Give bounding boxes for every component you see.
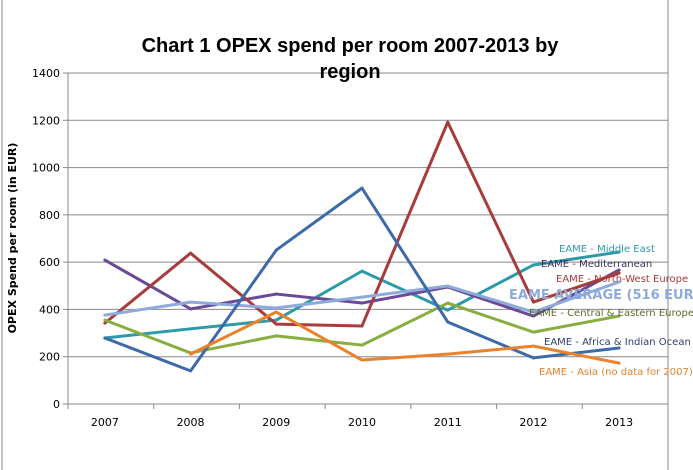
data-point (360, 186, 364, 190)
data-point (189, 307, 193, 311)
data-point (617, 268, 621, 272)
chart-title-line: region (319, 61, 380, 83)
x-tick-label: 2009 (262, 416, 290, 429)
series-line (189, 310, 620, 365)
data-point (189, 327, 193, 331)
data-point (446, 320, 450, 324)
y-tick-label: 800 (39, 209, 60, 222)
data-point (189, 352, 193, 356)
data-point (103, 258, 107, 262)
data-point (617, 271, 621, 275)
data-point (617, 346, 621, 350)
x-tick-label: 2013 (605, 416, 633, 429)
x-tick-label: 2011 (434, 416, 462, 429)
x-tick-label: 2012 (519, 416, 547, 429)
y-tick-label: 1400 (32, 67, 60, 80)
series-label: EAME - Asia (no data for 2007) (539, 367, 693, 378)
data-point (274, 322, 278, 326)
series-label: EAME AVERAGE (516 EUR) (509, 288, 693, 303)
data-point (274, 292, 278, 296)
data-point (103, 318, 107, 322)
data-point (189, 251, 193, 255)
data-point (360, 343, 364, 347)
data-point (360, 358, 364, 362)
data-point (617, 250, 621, 254)
series-label: EAME - Middle East (559, 244, 655, 255)
data-point (446, 352, 450, 356)
series-label: EAME - Central & Eastern Europe (529, 308, 693, 319)
data-point (189, 369, 193, 373)
data-point (446, 284, 450, 288)
data-point (189, 300, 193, 304)
series-label: EAME - Mediterranean (541, 259, 652, 270)
y-tick-label: 400 (39, 303, 60, 316)
data-point (531, 344, 535, 348)
data-point (531, 310, 535, 314)
data-point (531, 356, 535, 360)
data-point (274, 306, 278, 310)
y-tick-label: 600 (39, 256, 60, 269)
data-point (531, 263, 535, 267)
data-point (531, 330, 535, 334)
data-point (531, 314, 535, 318)
data-point (103, 313, 107, 317)
data-point (360, 301, 364, 305)
data-point (446, 308, 450, 312)
data-point (360, 295, 364, 299)
data-point (446, 301, 450, 305)
data-point (531, 300, 535, 304)
data-point (274, 248, 278, 252)
data-point (617, 280, 621, 284)
data-point (617, 361, 621, 365)
chart-title: Chart 1 OPEX spend per room 2007-2013 by… (142, 35, 560, 83)
x-tick-label: 2008 (177, 416, 205, 429)
y-tick-label: 1200 (32, 114, 60, 127)
data-point (274, 318, 278, 322)
data-point (103, 321, 107, 325)
data-point (360, 324, 364, 328)
chart-title-line: Chart 1 OPEX spend per room 2007-2013 by (142, 35, 560, 57)
data-point (446, 120, 450, 124)
y-tick-label: 200 (39, 351, 60, 364)
x-tick-label: 2010 (348, 416, 376, 429)
y-axis-label: OPEX Spend per room (in EUR) (6, 143, 19, 334)
x-tick-label: 2007 (91, 416, 119, 429)
data-point (274, 310, 278, 314)
y-tick-label: 0 (53, 398, 60, 411)
data-point (360, 269, 364, 273)
series-label: EAME - Africa & Indian Ocean (544, 337, 691, 348)
data-point (103, 336, 107, 340)
data-point (617, 314, 621, 318)
series-label: EAME - North-West Europe (556, 274, 688, 285)
y-tick-label: 1000 (32, 162, 60, 175)
data-point (274, 334, 278, 338)
